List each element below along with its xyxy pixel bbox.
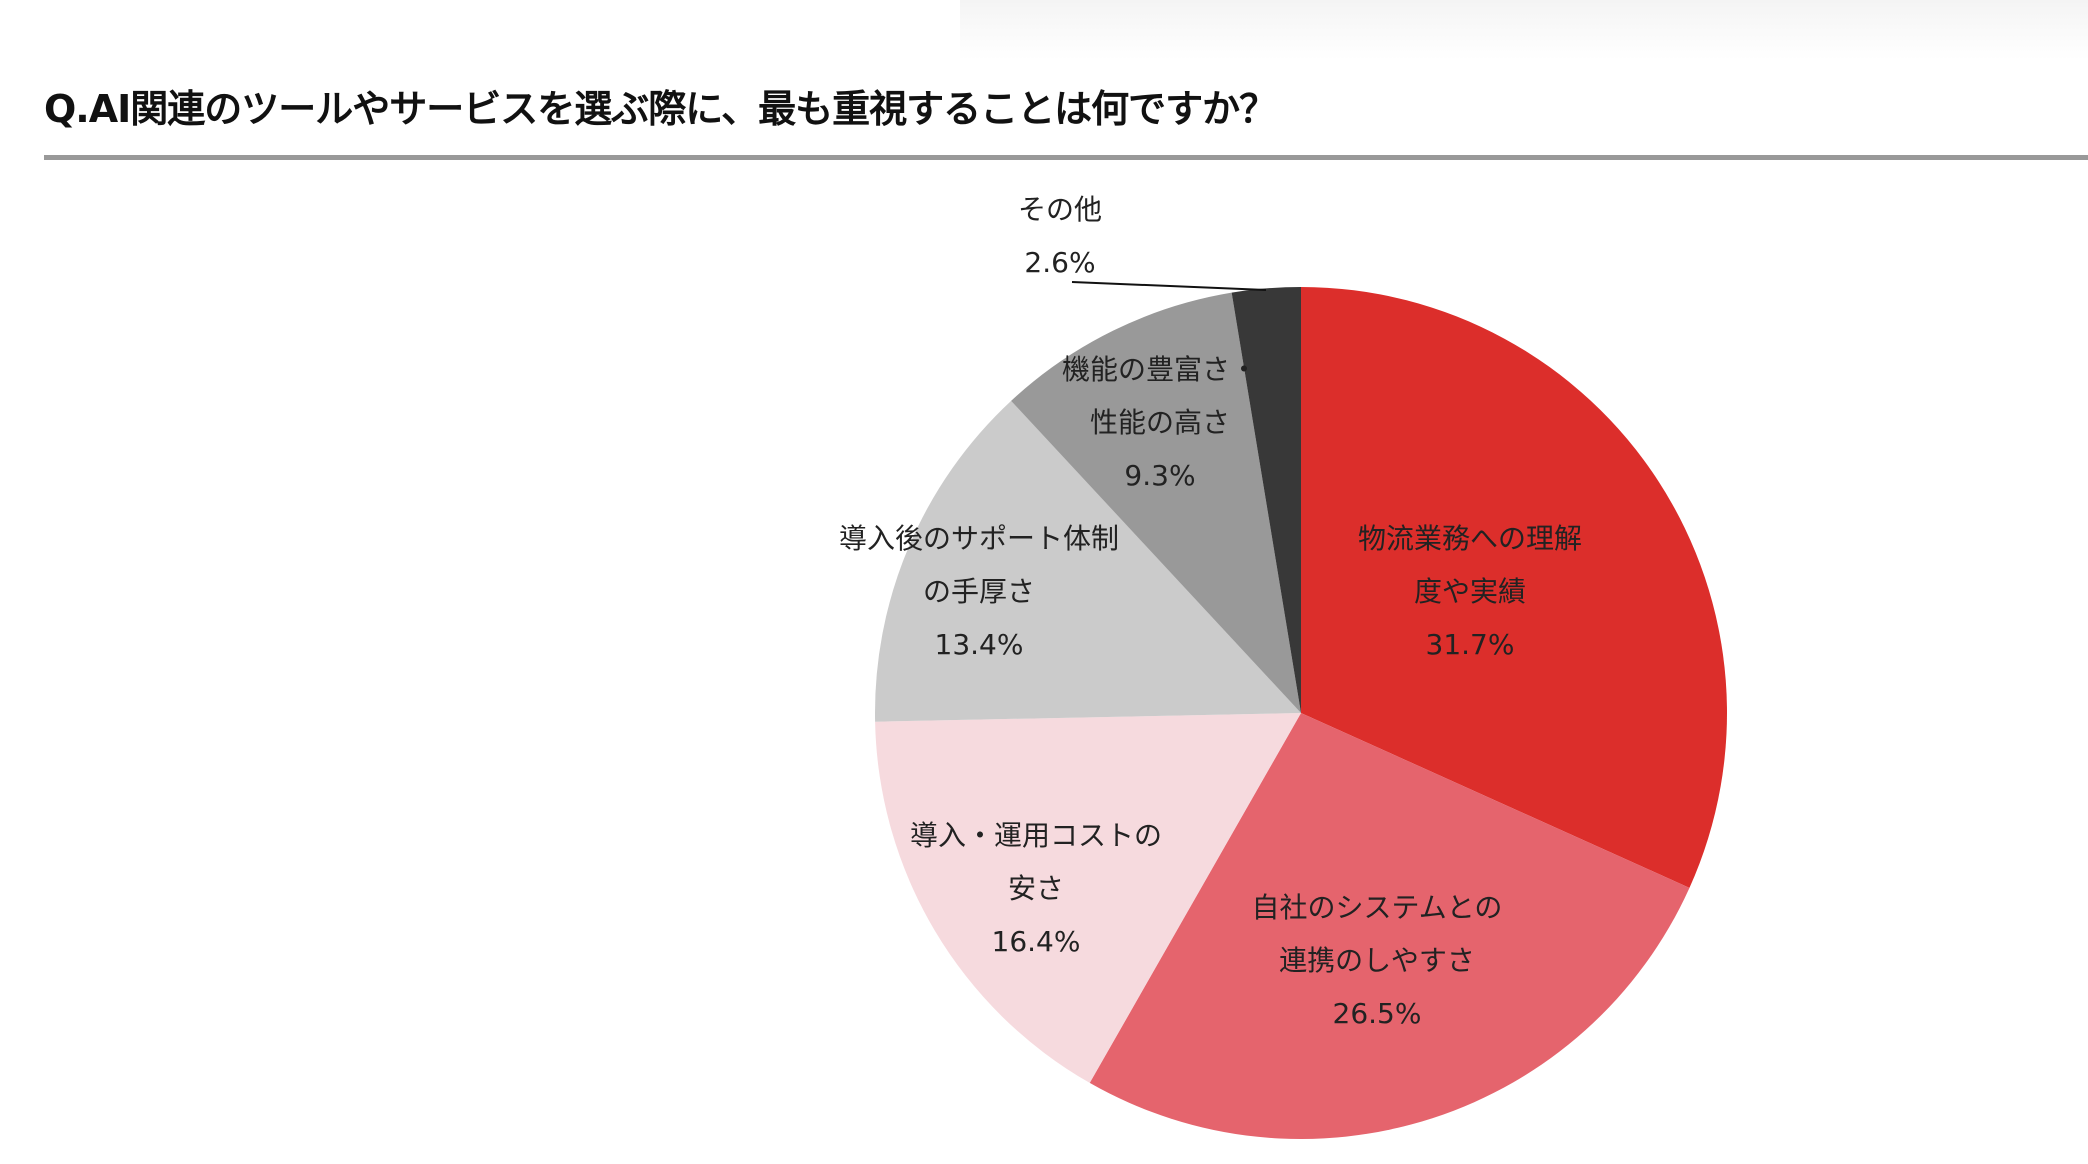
data-label-category: 度や実績 [1414,575,1526,608]
pie-slice [875,713,1301,1083]
leader-line [1071,281,1267,291]
data-label-category: 自社のシステムとの [1252,891,1503,924]
pie-slice [1231,287,1301,713]
pie-slice [1011,292,1301,713]
data-label-value: 26.5% [1333,997,1422,1030]
data-label-value: 2.6% [1024,246,1095,279]
data-label-category: 連携のしやすさ [1279,944,1475,977]
data-label-value: 13.4% [935,628,1024,661]
data-label-category: 性能の高さ [1090,406,1230,439]
data-label-category: 安さ [1008,872,1064,905]
data-label-value: 16.4% [992,925,1081,958]
data-label-category: その他 [1018,193,1102,226]
data-label-category: 物流業務への理解 [1358,522,1582,555]
title-divider [44,155,2088,160]
background-shadow [960,0,2088,60]
pie-slice [875,400,1301,722]
data-label-category: 導入後のサポート体制 [839,522,1119,555]
data-label-category: の手厚さ [923,575,1035,608]
data-label-category: 機能の豊富さ・ [1062,353,1258,386]
data-label-value: 31.7% [1426,628,1515,661]
pie-slice [1301,287,1728,888]
data-label-value: 9.3% [1124,459,1195,492]
data-label-category: 導入・運用コストの [910,819,1162,852]
pie-slice [1089,713,1690,1139]
chart-title: Q.AI関連のツールやサービスを選ぶ際に、最も重視することは何ですか？ [44,87,1277,131]
